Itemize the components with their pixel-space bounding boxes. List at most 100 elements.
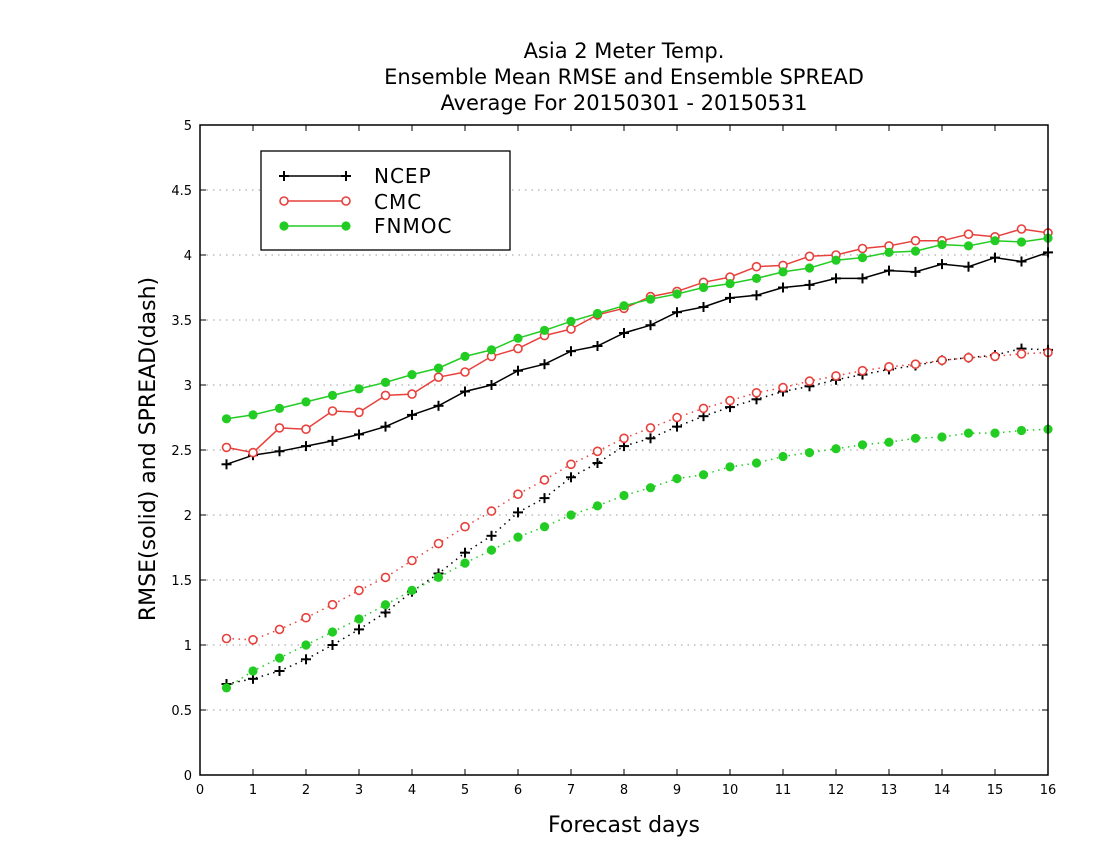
fnmoc-spread-point-19 — [725, 462, 735, 472]
fnmoc-spread-point-27 — [937, 432, 947, 442]
legend-marker-right-ncep — [341, 171, 351, 181]
axis-ticks: 0 1 2 3 4 5 6 7 8 9 10 11 12 13 14 15 1600.511.522.533.5… — [171, 119, 1056, 798]
cmc-spread-point-29 — [990, 351, 1000, 362]
fnmoc-rmse-point-6 — [380, 377, 391, 387]
ncep-rmse-point-11 — [513, 365, 523, 376]
cmc-spread-line — [226, 351, 1049, 641]
cmc-spread-point-12 — [539, 475, 550, 485]
fnmoc-spread-point-10 — [486, 545, 497, 555]
ncep-rmse-point-15 — [619, 328, 629, 338]
fnmoc-rmse-point-10 — [486, 345, 497, 355]
fnmoc-spread-point-12 — [539, 522, 550, 532]
x-tick-label-5: 5 — [461, 783, 469, 798]
fnmoc-spread-point-26 — [910, 433, 921, 443]
x-tick-label-8: 8 — [620, 783, 628, 798]
fnmoc-rmse-point-25 — [884, 247, 894, 257]
ncep-rmse-point-28 — [963, 261, 974, 272]
fnmoc-rmse-point-12 — [539, 325, 550, 335]
ncep-spread-point-4 — [327, 640, 338, 650]
x-tick-label-13: 13 — [881, 783, 898, 798]
legend-marker-right-cmc — [341, 196, 351, 206]
fnmoc-spread-point-2 — [274, 653, 285, 663]
cmc-rmse-point-26 — [910, 235, 921, 246]
chart-title-line-3: Average For 20150301 - 20150531 — [440, 91, 807, 115]
ncep-rmse-point-27 — [937, 259, 947, 270]
fnmoc-spread-point-14 — [592, 501, 603, 511]
cmc-rmse-point-0 — [221, 442, 232, 453]
cmc-spread-point-16 — [645, 423, 656, 433]
ncep-rmse-point-10 — [486, 380, 497, 390]
x-tick-label-9: 9 — [673, 783, 681, 798]
y-tick-label-8: 4 — [184, 249, 192, 264]
fnmoc-rmse-point-24 — [857, 253, 868, 263]
fnmoc-spread-point-1 — [248, 666, 258, 676]
ncep-rmse-point-25 — [884, 265, 894, 276]
ncep-rmse-point-0 — [221, 459, 232, 470]
fnmoc-rmse-point-14 — [592, 308, 603, 319]
cmc-spread-point-3 — [301, 612, 311, 623]
ncep-rmse-point-30 — [1016, 256, 1027, 267]
fnmoc-spread-point-18 — [698, 470, 709, 480]
cmc-spread-markers — [221, 347, 1053, 645]
ncep-rmse-point-18 — [698, 302, 709, 312]
cmc-spread-point-14 — [592, 446, 603, 457]
ncep-rmse-point-21 — [778, 282, 788, 293]
ncep-rmse-point-19 — [725, 292, 735, 303]
cmc-spread-point-27 — [937, 355, 947, 366]
fnmoc-rmse-point-23 — [831, 255, 841, 265]
cmc-spread-point-5 — [354, 585, 364, 596]
ncep-spread-point-9 — [460, 547, 470, 558]
fnmoc-rmse-point-5 — [354, 384, 364, 394]
legend-marker-left-fnmoc — [279, 221, 289, 231]
fnmoc-spread-point-4 — [327, 627, 338, 637]
x-tick-label-1: 1 — [249, 783, 257, 798]
ncep-rmse-point-2 — [274, 446, 285, 457]
y-tick-label-6: 3 — [184, 379, 192, 394]
ncep-spread-point-13 — [566, 472, 576, 483]
ncep-rmse-point-23 — [831, 273, 841, 284]
ncep-rmse-point-3 — [301, 441, 311, 452]
ncep-spread-point-12 — [539, 493, 550, 504]
cmc-spread-point-8 — [433, 538, 444, 549]
fnmoc-spread-point-3 — [301, 640, 311, 650]
fnmoc-spread-point-0 — [221, 683, 232, 693]
fnmoc-spread-point-6 — [380, 600, 391, 610]
fnmoc-rmse-point-3 — [301, 397, 311, 407]
y-tick-label-5: 2.5 — [171, 444, 192, 459]
x-tick-label-12: 12 — [828, 783, 845, 798]
legend-label-fnmoc: FNMOC — [374, 214, 452, 238]
cmc-rmse-point-9 — [460, 367, 470, 377]
fnmoc-rmse-point-0 — [221, 414, 232, 424]
series-layer — [221, 224, 1053, 693]
ncep-rmse-point-17 — [672, 307, 682, 318]
fnmoc-spread-markers — [221, 424, 1053, 693]
x-tick-label-10: 10 — [722, 783, 739, 798]
ncep-rmse-point-24 — [857, 273, 868, 284]
cmc-rmse-point-24 — [857, 243, 868, 254]
fnmoc-rmse-point-28 — [963, 241, 974, 251]
ncep-rmse-point-12 — [539, 359, 550, 370]
cmc-spread-point-28 — [963, 352, 974, 363]
chart-title-line-2: Ensemble Mean RMSE and Ensemble SPREAD — [384, 65, 864, 89]
cmc-spread-point-7 — [407, 555, 417, 566]
cmc-spread-point-4 — [327, 599, 338, 610]
fnmoc-rmse-point-11 — [513, 333, 523, 343]
cmc-rmse-point-11 — [513, 343, 523, 354]
legend-label-ncep: NCEP — [374, 164, 432, 188]
ncep-rmse-point-13 — [566, 346, 576, 357]
ncep-rmse-point-5 — [354, 429, 364, 440]
fnmoc-rmse-point-27 — [937, 240, 947, 250]
ncep-rmse-point-6 — [380, 421, 391, 432]
fnmoc-rmse-point-13 — [566, 316, 576, 326]
cmc-rmse-point-22 — [804, 251, 815, 262]
cmc-spread-point-17 — [672, 412, 682, 423]
fnmoc-rmse-point-2 — [274, 403, 285, 413]
cmc-spread-point-18 — [698, 403, 709, 414]
cmc-spread-point-22 — [804, 376, 815, 386]
cmc-spread-point-26 — [910, 359, 921, 370]
cmc-spread-point-23 — [831, 371, 841, 381]
legend-marker-right-fnmoc — [341, 221, 351, 231]
cmc-spread-point-1 — [248, 634, 258, 645]
cmc-rmse-point-30 — [1016, 224, 1027, 234]
